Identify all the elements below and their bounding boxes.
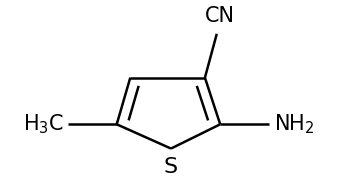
Text: CN: CN: [205, 6, 235, 26]
Text: S: S: [163, 157, 177, 177]
Text: NH$_2$: NH$_2$: [275, 112, 315, 136]
Text: H$_3$C: H$_3$C: [23, 112, 64, 136]
